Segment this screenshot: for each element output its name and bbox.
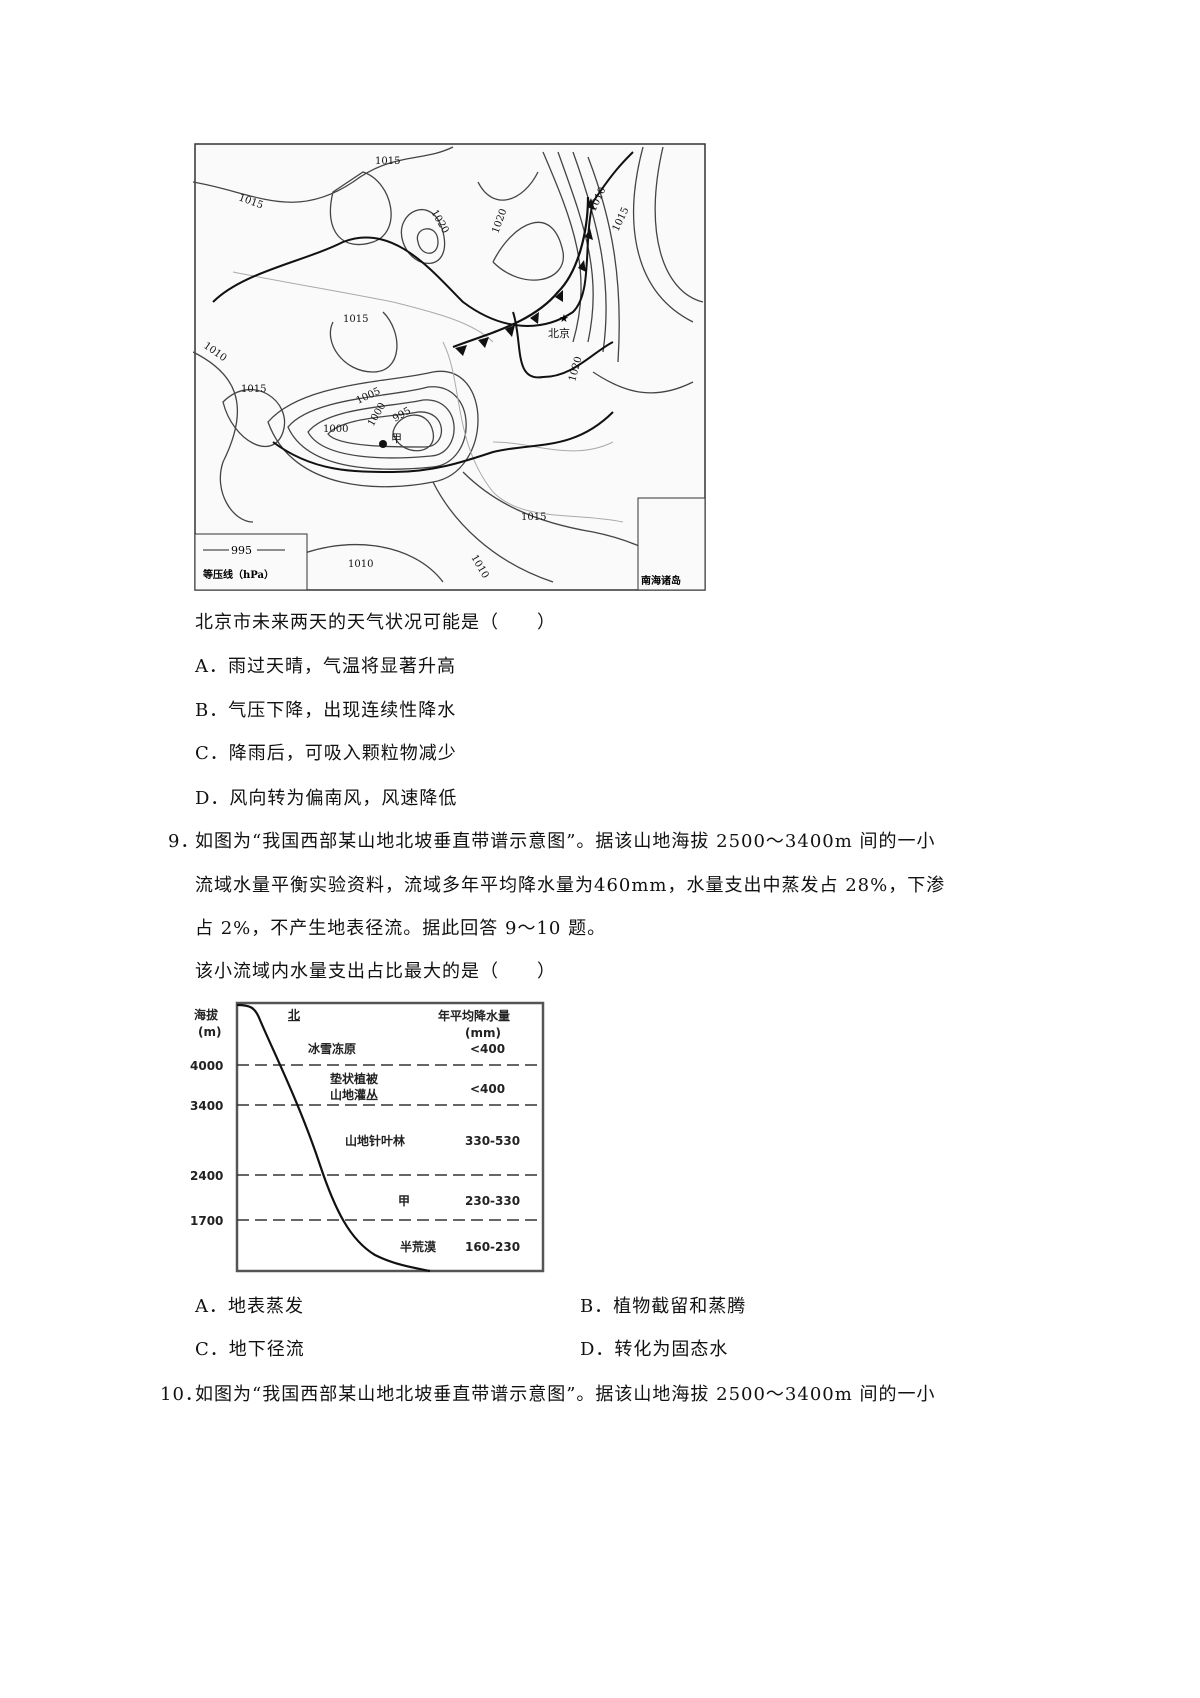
y-axis-unit: (m)	[198, 1025, 221, 1039]
place-label-jia: 甲	[391, 432, 402, 445]
vertical-zone-diagram: 海拔 (m) 北 年平均降水量 (mm) 4000 3400 2400 1700…	[190, 1001, 545, 1273]
q9-option-a: A．地表蒸发	[195, 1296, 304, 1317]
zone-name: 垫状植被	[330, 1071, 379, 1086]
q9-number: 9．	[168, 831, 200, 852]
isobar-label: 1015	[241, 384, 266, 395]
zone-precip: <400	[470, 1082, 505, 1096]
zone-name: 甲	[398, 1194, 410, 1208]
q8-option-b: B．气压下降，出现连续性降水	[195, 700, 457, 721]
isobar-label: 1000	[323, 424, 348, 435]
q8-option-d: D．风向转为偏南风，风速降低	[195, 788, 458, 809]
q8-option-a: A．雨过天晴，气温将显著升高	[195, 656, 456, 677]
q10-line: 如图为“我国西部某山地北坡垂直带谱示意图”。据该山地海拔 2500～3400m …	[195, 1384, 936, 1405]
place-label-beijing: 北京	[548, 326, 570, 340]
isobar-label: 1015	[343, 314, 368, 325]
q9-option-b: B．植物截留和蒸腾	[580, 1296, 747, 1317]
q9-option-c: C．地下径流	[195, 1339, 305, 1360]
q8-stem: 北京市未来两天的天气状况可能是（ ）	[195, 612, 556, 633]
isobar-label: 1010	[348, 559, 373, 570]
zone-precip: 160-230	[465, 1240, 520, 1254]
zone-name: 冰雪冻原	[308, 1041, 356, 1056]
map-legend	[194, 533, 308, 591]
tick-label: 1700	[190, 1214, 223, 1228]
isobar-label: 1015	[375, 156, 400, 167]
q10-number: 10．	[160, 1384, 204, 1405]
inset-south-china-sea	[637, 497, 706, 591]
tick-label: 3400	[190, 1099, 223, 1113]
zone-precip: 230-330	[465, 1194, 520, 1208]
zone-name: 山地灌丛	[330, 1087, 378, 1102]
q9-line: 占 2%，不产生地表径流。据此回答 9～10 题。	[195, 918, 607, 939]
north-label: 北	[288, 1007, 300, 1022]
zone-name: 山地针叶林	[345, 1133, 405, 1148]
zone-name: 半荒漠	[400, 1239, 437, 1254]
tick-label: 4000	[190, 1059, 223, 1073]
y-axis-label: 海拔	[194, 1007, 219, 1022]
legend-value: 995	[231, 544, 252, 557]
zone-precip: 330-530	[465, 1134, 520, 1148]
slope-profile	[236, 1003, 431, 1273]
q9-line: 流域水量平衡实验资料，流域多年平均降水量为460mm，水量支出中蒸发占 28%，…	[195, 875, 946, 896]
q9-stem: 该小流域内水量支出占比最大的是（ ）	[195, 961, 556, 982]
precip-header: 年平均降水量	[438, 1008, 510, 1023]
legend-label: 等压线（hPa）	[203, 568, 274, 581]
precip-unit: (mm)	[465, 1026, 501, 1040]
weather-map: ★ 1015 1015 1020 1020 1010 1015 1015 101…	[193, 143, 706, 591]
zone-precip: <400	[470, 1042, 505, 1056]
isobar-label: 1015	[521, 512, 546, 523]
inset-label: 南海诸岛	[641, 574, 681, 587]
star-beijing-icon: ★	[559, 312, 569, 325]
q9-option-d: D．转化为固态水	[580, 1339, 729, 1360]
tick-label: 2400	[190, 1169, 223, 1183]
q9-line: 如图为“我国西部某山地北坡垂直带谱示意图”。据该山地海拔 2500～3400m …	[195, 831, 936, 852]
q8-option-c: C．降雨后，可吸入颗粒物减少	[195, 743, 457, 764]
